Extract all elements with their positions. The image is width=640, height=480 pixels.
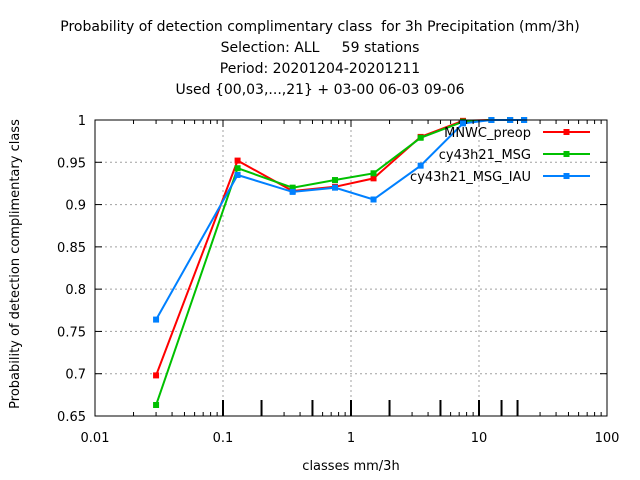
y-tick-label: 0.85	[57, 241, 86, 256]
series-point-0	[370, 175, 377, 182]
x-tick-label: 0.01	[81, 431, 110, 446]
series-point-2	[153, 316, 160, 323]
legend: MNWC_preop cy43h21_MSG cy43h21_MSG_IAU	[410, 126, 590, 185]
chart-title-line-1: Probability of detection complimentary c…	[60, 19, 580, 35]
series-point-1	[153, 402, 160, 409]
series-point-1	[332, 177, 339, 184]
series-point-1	[234, 165, 241, 172]
chart-title-line-3: Period: 20201204-20201211	[219, 61, 421, 77]
y-tick-label: 0.9	[65, 199, 86, 214]
legend-swatch-point	[563, 129, 570, 135]
x-tick-label: 10	[471, 431, 488, 446]
series-point-0	[153, 372, 160, 379]
series-point-2	[234, 171, 241, 178]
y-tick-label: 1	[78, 114, 86, 129]
y-tick-label: 0.75	[57, 325, 86, 340]
legend-label: MNWC_preop	[444, 126, 531, 141]
series-point-1	[417, 134, 424, 141]
legend-swatch-point	[563, 173, 570, 179]
series-point-1	[289, 184, 296, 191]
x-axis-ticks: 0.01 0.1 1 10 100	[81, 120, 620, 446]
x-tick-label: 0.1	[213, 431, 234, 446]
chart-title-line-4: Used {00,03,...,21} + 03-00 06-03 09-06	[175, 82, 465, 98]
y-tick-label: 0.65	[57, 410, 86, 425]
series-point-2	[332, 184, 339, 191]
chart-title-line-2: Selection: ALL 59 stations	[220, 40, 420, 56]
y-tick-label: 0.8	[65, 283, 86, 298]
series-point-2	[370, 196, 377, 203]
x-tick-label: 1	[347, 431, 355, 446]
series-point-2	[417, 162, 424, 169]
x-axis-label: classes mm/3h	[302, 459, 399, 474]
y-axis-label: Probability of detection complimentary c…	[8, 119, 23, 409]
legend-swatch-point	[563, 151, 570, 157]
series-point-2	[460, 120, 467, 127]
legend-label: cy43h21_MSG_IAU	[410, 170, 531, 185]
x-tick-label: 100	[595, 431, 620, 446]
series-point-0	[234, 157, 241, 164]
series-point-1	[370, 170, 377, 177]
y-tick-label: 0.95	[57, 156, 86, 171]
series-point-2	[289, 188, 296, 195]
y-axis-ticks: 0.65 0.7 0.75 0.8 0.85 0.9 0.95 1	[57, 114, 607, 425]
grid-lines	[95, 120, 607, 416]
y-tick-label: 0.7	[65, 368, 86, 383]
legend-label: cy43h21_MSG	[439, 148, 531, 163]
